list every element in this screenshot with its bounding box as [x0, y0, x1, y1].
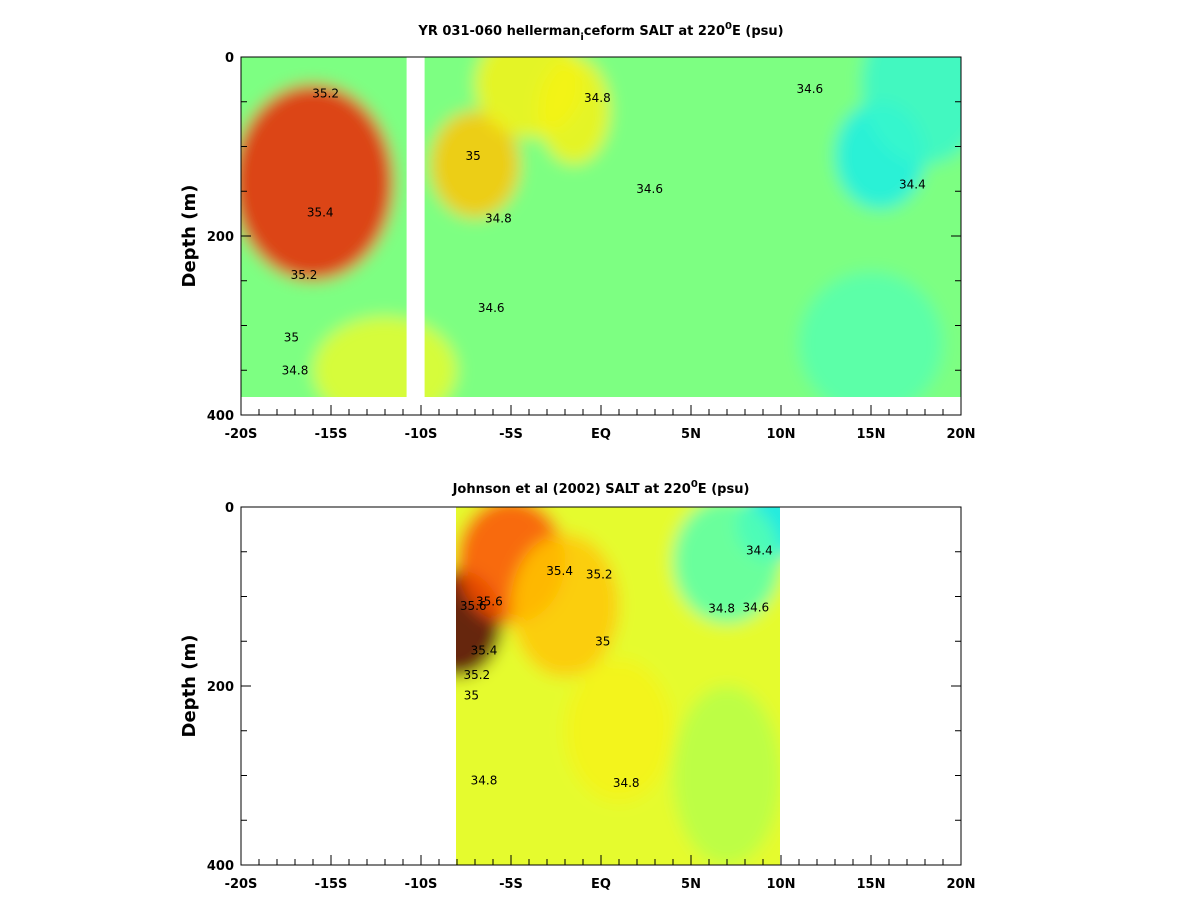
panel-title: YR 031-060 hellermaniceform SALT at 2200…	[417, 21, 783, 43]
contour-label: 34.8	[282, 364, 309, 378]
y-tick-label: 200	[207, 230, 234, 245]
y-tick-label: 400	[207, 859, 234, 874]
salinity-blob	[565, 659, 673, 803]
title-part: ceform SALT at 220	[584, 24, 725, 39]
salinity-field	[456, 507, 780, 865]
salinity-blob	[475, 57, 583, 138]
model-salinity-panel: YR 031-060 hellermaniceform SALT at 2200…	[179, 21, 976, 442]
panel-title: Johnson et al (2002) SALT at 2200E (psu)	[452, 479, 750, 497]
x-tick-label: -20S	[225, 427, 258, 442]
contour-label: 35	[284, 331, 299, 345]
x-tick-label: 5N	[681, 877, 701, 892]
y-tick-label: 200	[207, 680, 234, 695]
contour-label: 34.8	[708, 602, 735, 616]
salinity-blob	[511, 533, 619, 678]
salinity-blob	[862, 57, 961, 165]
missing-data-gap	[406, 56, 425, 416]
contour-label: 34.6	[478, 301, 505, 315]
observed-salinity-panel: Johnson et al (2002) SALT at 2200E (psu)…	[179, 479, 975, 892]
x-tick-label: 20N	[947, 427, 976, 442]
y-tick-label: 400	[207, 409, 234, 424]
contour-label: 34.4	[746, 543, 773, 557]
x-tick-label: EQ	[591, 877, 611, 892]
salinity-blob	[241, 83, 394, 281]
y-axis-label: Depth (m)	[179, 185, 200, 288]
contour-label: 34.6	[742, 601, 769, 615]
contour-label: 35.4	[471, 644, 498, 658]
y-axis-label: Depth (m)	[179, 635, 200, 738]
x-tick-label: -15S	[315, 427, 348, 442]
contour-label: 34.8	[485, 212, 512, 226]
title-part: E (psu)	[698, 482, 750, 497]
y-tick-label: 0	[225, 501, 234, 516]
contour-label: 34.4	[899, 178, 926, 192]
contour-label: 35.6	[476, 594, 503, 608]
salinity-blob	[313, 316, 457, 397]
x-tick-label: -15S	[315, 877, 348, 892]
salinity-field	[241, 57, 961, 397]
contour-label: 35.2	[463, 668, 490, 682]
x-tick-label: EQ	[591, 427, 611, 442]
title-part: i	[580, 32, 583, 43]
contour-label: 34.8	[584, 91, 611, 105]
contour-label: 35.4	[307, 205, 334, 219]
x-tick-label: -5S	[499, 427, 523, 442]
x-tick-label: 15N	[857, 877, 886, 892]
x-tick-label: 5N	[681, 427, 701, 442]
x-tick-label: 10N	[767, 877, 796, 892]
x-tick-label: -10S	[405, 877, 438, 892]
contour-label: 34.6	[796, 82, 823, 96]
contour-label: 35.4	[546, 564, 573, 578]
salinity-blob	[673, 686, 780, 865]
salinity-blob	[430, 110, 520, 219]
title-part: 0	[725, 21, 732, 32]
x-tick-label: 20N	[947, 877, 976, 892]
title-part: YR 031-060 hellerman	[417, 24, 580, 39]
contour-label: 35.2	[291, 268, 318, 282]
contour-label: 35	[595, 635, 610, 649]
title-part: Johnson et al (2002) SALT at 220	[452, 482, 691, 497]
x-tick-label: 15N	[857, 427, 886, 442]
contour-label: 34.8	[613, 776, 640, 790]
contour-label: 35.2	[586, 568, 613, 582]
contour-label: 35.2	[312, 86, 339, 100]
contour-label: 34.8	[471, 773, 498, 787]
title-part: E (psu)	[732, 24, 784, 39]
x-tick-label: -10S	[405, 427, 438, 442]
contour-label: 35	[466, 149, 481, 163]
salinity-blob	[799, 271, 943, 397]
x-tick-label: -5S	[499, 877, 523, 892]
x-tick-label: -20S	[225, 877, 258, 892]
contour-label: 35	[464, 688, 479, 702]
contour-label: 35.6	[460, 599, 487, 613]
salinity-blob	[673, 507, 780, 624]
title-part: 0	[691, 479, 698, 490]
contour-label: 34.6	[636, 182, 663, 196]
x-tick-label: 10N	[767, 427, 796, 442]
y-tick-label: 0	[225, 51, 234, 66]
